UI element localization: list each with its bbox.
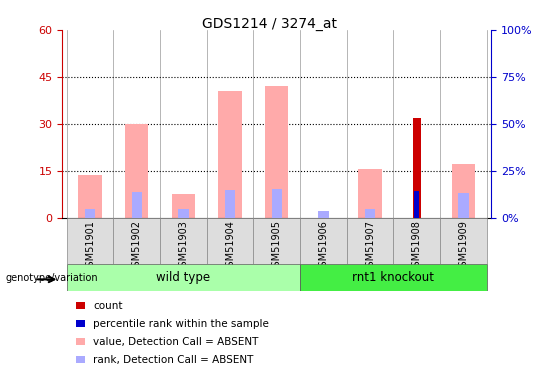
FancyBboxPatch shape [67,217,113,264]
FancyBboxPatch shape [394,217,440,264]
Text: GSM51906: GSM51906 [319,220,328,273]
Bar [452,164,475,218]
FancyBboxPatch shape [113,217,160,264]
Text: value, Detection Call = ABSENT: value, Detection Call = ABSENT [93,337,259,346]
FancyBboxPatch shape [300,264,487,291]
Bar [265,86,288,218]
Text: rank, Detection Call = ABSENT: rank, Detection Call = ABSENT [93,355,254,364]
Bar [78,176,102,217]
Bar [218,91,242,218]
Text: rnt1 knockout: rnt1 knockout [353,271,434,284]
Text: GDS1214 / 3274_at: GDS1214 / 3274_at [202,17,338,31]
Text: percentile rank within the sample: percentile rank within the sample [93,319,269,328]
Text: GSM51902: GSM51902 [132,220,142,273]
FancyBboxPatch shape [347,217,394,264]
FancyBboxPatch shape [67,264,300,291]
Text: GSM51907: GSM51907 [365,220,375,273]
FancyBboxPatch shape [253,217,300,264]
Bar [272,189,282,217]
FancyBboxPatch shape [300,217,347,264]
Bar [132,192,142,217]
Text: GSM51901: GSM51901 [85,220,95,273]
Text: genotype/variation: genotype/variation [5,273,98,283]
Bar [413,117,421,218]
Text: GSM51908: GSM51908 [411,220,422,273]
Text: GSM51905: GSM51905 [272,220,282,273]
Bar [458,193,469,217]
Bar [359,169,382,217]
Bar [365,209,375,218]
Text: GSM51903: GSM51903 [178,220,188,273]
Text: GSM51904: GSM51904 [225,220,235,273]
Bar [125,124,148,218]
Text: GSM51909: GSM51909 [458,220,468,273]
Bar [225,190,235,217]
Bar [172,194,195,217]
Text: count: count [93,301,123,310]
Bar [85,209,95,218]
Bar [318,211,328,218]
FancyBboxPatch shape [160,217,207,264]
Bar [414,191,419,217]
Text: wild type: wild type [157,271,211,284]
FancyBboxPatch shape [440,217,487,264]
Bar [178,209,188,218]
FancyBboxPatch shape [207,217,253,264]
